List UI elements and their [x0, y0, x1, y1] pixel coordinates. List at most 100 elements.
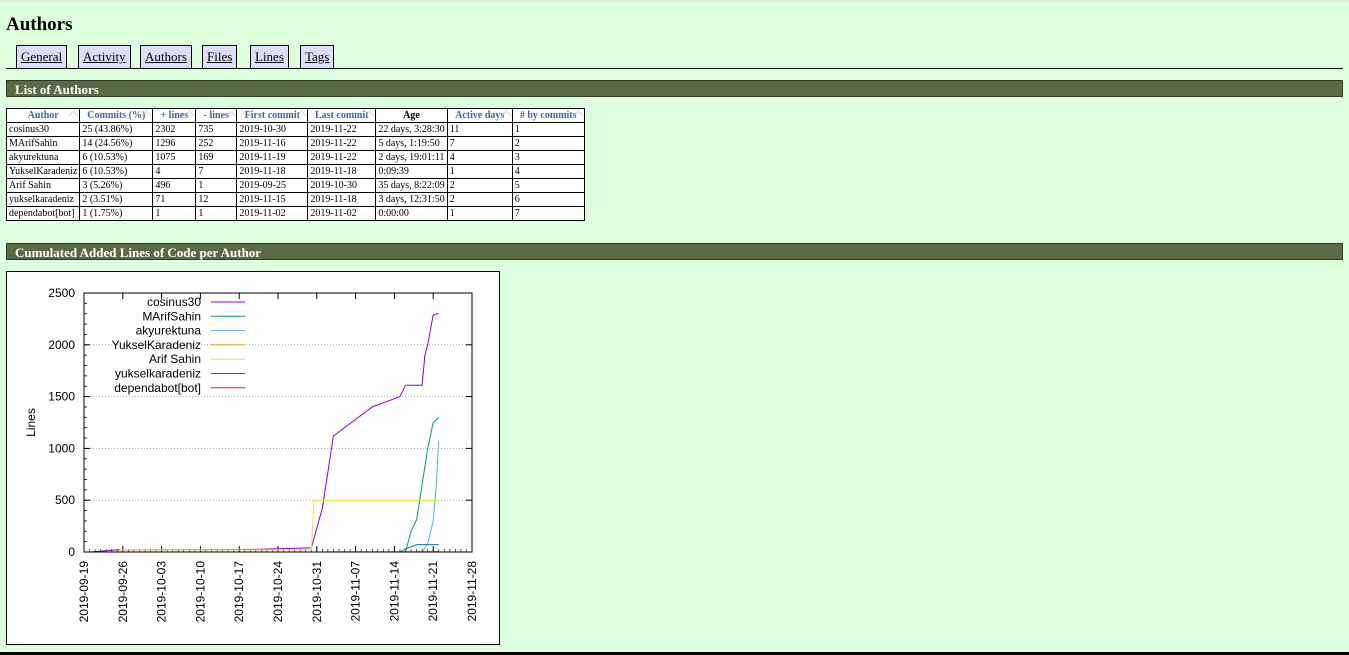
table-row: cosinus30 25 (43.86%) 2302 735 2019-10-30 201…: [5, 122, 585, 137]
cell-age: 3 days, 12:31:50: [375, 192, 448, 207]
cell-last-commit: 2019-11-18: [307, 164, 377, 179]
cell-age: 22 days, 3:28:30: [375, 122, 448, 137]
cell-removed-lines: 1: [195, 178, 238, 193]
cell-first-commit: 2019-10-30: [236, 122, 309, 137]
table-row: dependabot[bot] 1 (1.75%) 1 1 2019-11-02 2019…: [5, 206, 585, 221]
cell-removed-lines: 169: [195, 150, 238, 165]
col-age-header: Age: [375, 108, 448, 123]
cell-commits: 3 (5.26%): [79, 178, 154, 193]
x-tick-label: 2019-09-26: [116, 561, 130, 623]
cell-active-days: 1: [446, 164, 513, 179]
col-active-days-header[interactable]: Active days: [446, 108, 513, 123]
col-author-header[interactable]: Author: [5, 108, 81, 123]
x-tick-label: 2019-11-07: [349, 561, 363, 622]
cell-removed-lines: 252: [195, 136, 238, 151]
x-tick-label: 2019-10-10: [193, 561, 207, 623]
table-row: yukselkaradeniz 2 (3.51%) 71 12 2019-11-15 20…: [5, 192, 585, 207]
cell-author: dependabot[bot]: [5, 206, 81, 221]
cell-age: 0:09:39: [375, 164, 448, 179]
cell-active-days: 1: [446, 206, 513, 221]
col-first-commit-header[interactable]: First commit: [236, 108, 309, 123]
table-row: YukselKaradeniz 6 (10.53%) 4 7 2019-11-18 201…: [5, 164, 585, 179]
cell-last-commit: 2019-11-18: [307, 192, 377, 207]
cell-removed-lines: 7: [195, 164, 238, 179]
cell-commits: 6 (10.53%): [79, 164, 154, 179]
legend-label: cosinus30: [147, 295, 201, 309]
cell-commits: 2 (3.51%): [79, 192, 154, 207]
cell-rank: 2: [511, 136, 585, 151]
cell-rank: 7: [511, 206, 585, 221]
x-tick-label: 2019-10-17: [232, 561, 246, 623]
cell-commits: 1 (1.75%): [79, 206, 154, 221]
section-heading-chart: Cumulated Added Lines of Code per Author: [6, 243, 1343, 260]
legend-label: akyurektuna: [136, 324, 202, 338]
col-commits-header[interactable]: Commits (%): [79, 108, 154, 123]
table-header-row: Author Commits (%) + lines - lines First…: [5, 108, 585, 123]
cell-age: 5 days, 1:19:50: [375, 136, 448, 151]
col-added-lines-header[interactable]: + lines: [152, 108, 197, 123]
cell-last-commit: 2019-11-22: [307, 136, 377, 151]
cell-last-commit: 2019-10-30: [307, 178, 377, 193]
cell-author: yukselkaradeniz: [5, 192, 81, 207]
cell-rank: 5: [511, 178, 585, 193]
cell-removed-lines: 1: [195, 206, 238, 221]
cell-added-lines: 4: [152, 164, 197, 179]
legend-label: dependabot[bot]: [114, 381, 201, 395]
series-line-2: [421, 440, 440, 553]
col-removed-lines-header[interactable]: - lines: [195, 108, 238, 123]
cell-author: MArifSahin: [5, 136, 81, 151]
y-tick-label: 500: [55, 493, 75, 507]
cell-last-commit: 2019-11-02: [307, 206, 377, 221]
series-line-0: [89, 313, 439, 553]
cell-commits: 14 (24.56%): [79, 136, 154, 151]
cell-added-lines: 1: [152, 206, 197, 221]
cell-first-commit: 2019-11-02: [236, 206, 309, 221]
col-rank-header[interactable]: # by commits: [511, 108, 585, 123]
nav-authors-link[interactable]: Authors: [140, 45, 192, 68]
nav-general-link[interactable]: General: [16, 45, 68, 68]
cell-active-days: 2: [446, 178, 513, 193]
cell-first-commit: 2019-09-25: [236, 178, 309, 193]
cell-added-lines: 71: [152, 192, 197, 207]
table-row: akyurektuna 6 (10.53%) 1075 169 2019-11-19 20…: [5, 150, 585, 165]
cell-first-commit: 2019-11-16: [236, 136, 309, 151]
cell-active-days: 11: [446, 122, 513, 137]
x-tick-label: 2019-11-28: [465, 561, 479, 622]
cell-last-commit: 2019-11-22: [307, 150, 377, 165]
cell-rank: 4: [511, 164, 585, 179]
cell-last-commit: 2019-11-22: [307, 122, 377, 137]
section-heading-authors: List of Authors: [6, 80, 1343, 97]
bottom-border: [0, 652, 1349, 655]
x-tick-label: 2019-10-03: [155, 561, 169, 623]
cell-commits: 6 (10.53%): [79, 150, 154, 165]
nav-tags-link[interactable]: Tags: [300, 45, 335, 68]
y-tick-label: 1000: [48, 441, 75, 455]
series-line-5: [399, 544, 439, 553]
x-tick-label: 2019-09-19: [77, 561, 91, 623]
cell-first-commit: 2019-11-15: [236, 192, 309, 207]
col-last-commit-header[interactable]: Last commit: [307, 108, 377, 123]
series-line-1: [405, 417, 440, 553]
cell-age: 0:00:00: [375, 206, 448, 221]
nav-files-link[interactable]: Files: [202, 45, 238, 68]
cell-active-days: 7: [446, 136, 513, 151]
plot-frame: [83, 292, 473, 553]
cell-rank: 3: [511, 150, 585, 165]
cell-added-lines: 496: [152, 178, 197, 193]
cell-rank: 6: [511, 192, 585, 207]
nav-activity-link[interactable]: Activity: [78, 45, 131, 68]
main-nav: General Activity Authors Files Lines Tag…: [6, 45, 1343, 69]
page-title: Authors: [6, 14, 73, 35]
cell-active-days: 4: [446, 150, 513, 165]
cell-added-lines: 1075: [152, 150, 197, 165]
cell-age: 35 days, 8:22:09: [375, 178, 448, 193]
nav-lines-link[interactable]: Lines: [250, 45, 289, 68]
cell-age: 2 days, 19:01:11: [375, 150, 448, 165]
cell-author: cosinus30: [5, 122, 81, 137]
table-row: MArifSahin 14 (24.56%) 1296 252 2019-11-16 20…: [5, 136, 585, 151]
cell-removed-lines: 735: [195, 122, 238, 137]
cell-author: Arif Sahin: [5, 178, 81, 193]
cell-first-commit: 2019-11-19: [236, 150, 309, 165]
chart-container: 0 500 1000 1500 2000 2500 2019-09-19 2019-09-26…: [6, 271, 500, 645]
y-tick-label: 0: [68, 545, 75, 559]
